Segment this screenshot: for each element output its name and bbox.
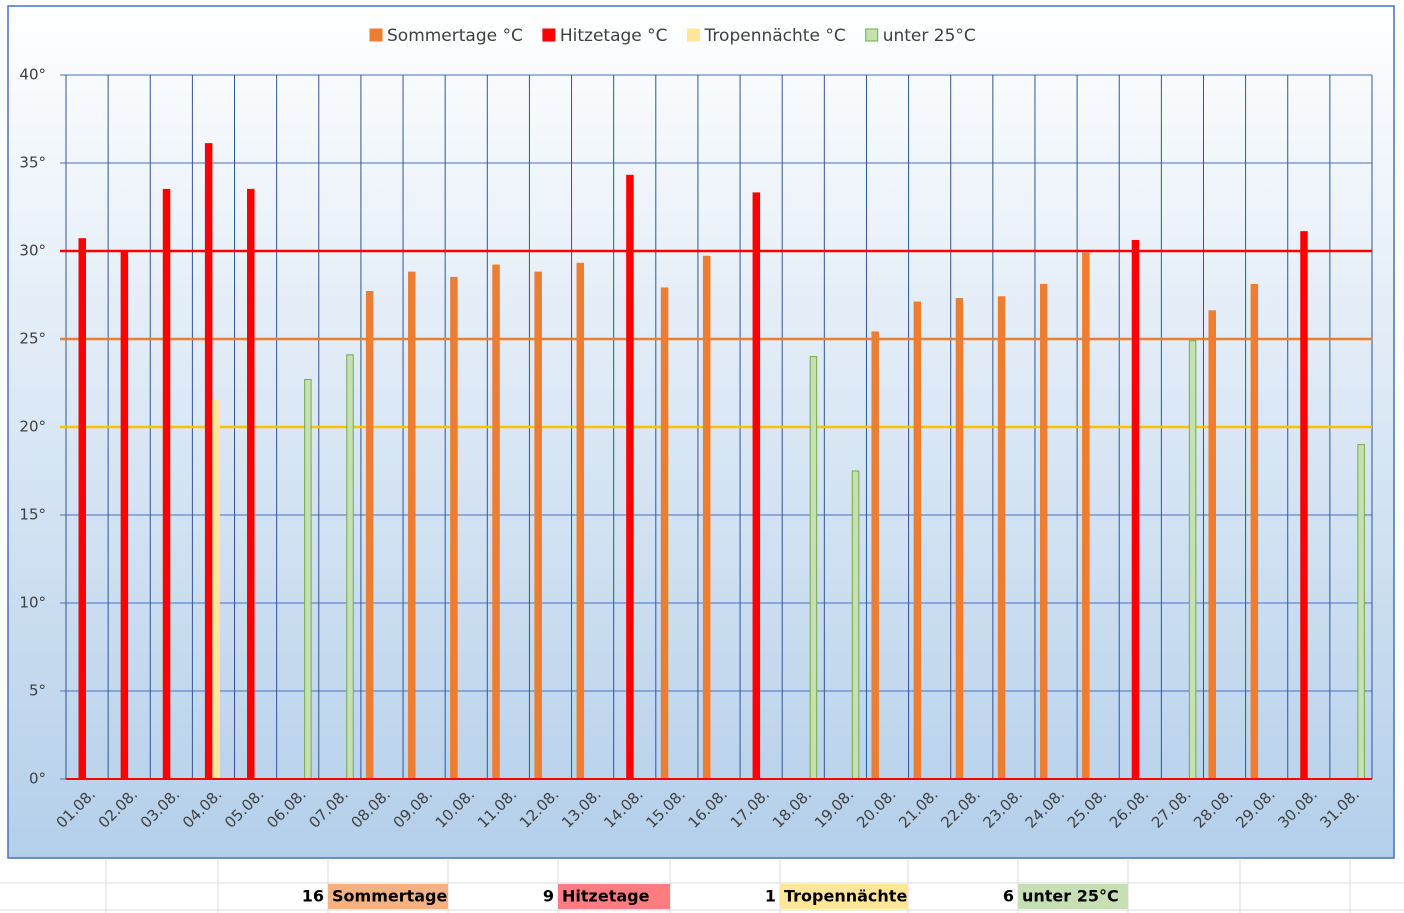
summary-cell (558, 884, 670, 909)
summary-count: 16 (302, 887, 324, 906)
bar (304, 378, 312, 780)
bar (162, 188, 171, 780)
summary-cell (1018, 884, 1128, 909)
bar (212, 400, 220, 780)
y-tick-label: 25° (19, 330, 46, 348)
legend: Sommertage °C Hitzetage °C Tropennächte °C… (369, 26, 976, 46)
bar (408, 271, 416, 780)
bar (120, 250, 129, 780)
bar (1082, 252, 1090, 780)
bar (576, 262, 585, 780)
summary-label: Tropennächte (784, 887, 907, 906)
summary-cell (328, 884, 448, 909)
bar (809, 356, 818, 780)
bar (1188, 340, 1197, 780)
summary-count: 6 (1003, 887, 1014, 906)
summary-label: Sommertage (332, 887, 448, 906)
bar (450, 276, 458, 780)
y-tick-label: 35° (19, 154, 46, 172)
y-tick-label: 40° (19, 66, 46, 84)
bar (752, 192, 761, 780)
chart-frame (7, 5, 1395, 859)
legend-label: Hitzetage °C (560, 26, 668, 46)
bar (955, 298, 964, 780)
summary-count: 9 (543, 887, 554, 906)
bar (702, 255, 711, 780)
summary-label: unter 25°C (1022, 887, 1119, 906)
summary-cell (780, 884, 908, 909)
bar (1208, 310, 1216, 780)
y-tick-label: 10° (19, 594, 46, 612)
bar (534, 271, 542, 780)
bar (346, 354, 354, 780)
bar (660, 287, 669, 780)
sheet-grid (0, 860, 1404, 913)
bar (871, 331, 879, 780)
legend-label: Sommertage °C (387, 26, 523, 46)
bar (851, 470, 860, 780)
bar (1039, 283, 1048, 780)
legend-label: unter 25°C (883, 26, 976, 46)
y-tick-label: 15° (19, 506, 46, 524)
y-tick-label: 20° (19, 418, 46, 436)
summary-label: Hitzetage (562, 887, 650, 906)
bar (78, 238, 86, 780)
bar (997, 296, 1006, 780)
legend-swatch (687, 28, 701, 42)
bar (1131, 239, 1140, 780)
legend-label: Tropennächte °C (704, 26, 846, 46)
bar (492, 264, 500, 780)
y-tick-label: 5° (29, 682, 46, 700)
legend-swatch (369, 28, 383, 42)
bar (1357, 444, 1365, 780)
bar (365, 290, 374, 780)
bar (204, 143, 213, 780)
summary-count: 1 (765, 887, 776, 906)
legend-swatch (542, 28, 556, 42)
bar (1300, 231, 1308, 780)
bar (247, 188, 255, 780)
bar (626, 174, 634, 780)
bar (913, 301, 922, 780)
y-tick-label: 30° (19, 242, 46, 260)
bar (1250, 283, 1259, 780)
legend-swatch (865, 28, 879, 42)
y-tick-label: 0° (29, 770, 46, 788)
